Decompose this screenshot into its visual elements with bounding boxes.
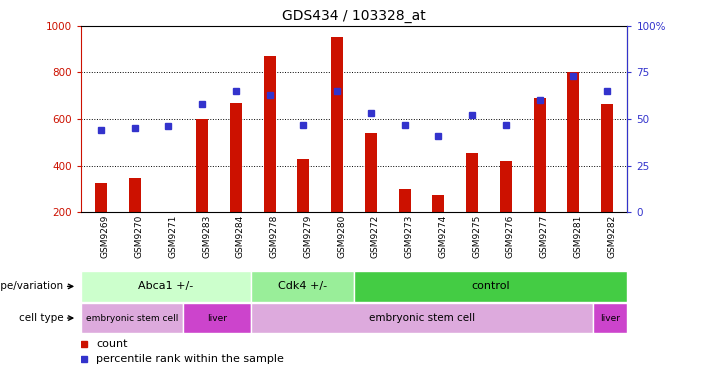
Text: GSM9273: GSM9273	[404, 215, 414, 258]
Bar	[365, 133, 377, 212]
Text: liver: liver	[207, 314, 227, 322]
Text: Cdk4 +/-: Cdk4 +/-	[278, 281, 327, 291]
Text: GSM9269: GSM9269	[101, 215, 110, 258]
Bar	[129, 179, 140, 212]
Bar	[264, 56, 275, 212]
Text: GSM9282: GSM9282	[607, 215, 616, 258]
Title: GDS434 / 103328_at: GDS434 / 103328_at	[282, 9, 426, 23]
Text: GSM9275: GSM9275	[472, 215, 481, 258]
Text: GSM9283: GSM9283	[202, 215, 211, 258]
Bar	[568, 72, 579, 212]
Bar	[593, 303, 627, 333]
Text: GSM9284: GSM9284	[236, 215, 245, 258]
Bar	[252, 271, 354, 302]
Text: cell type: cell type	[19, 313, 63, 323]
Text: GSM9280: GSM9280	[337, 215, 346, 258]
Text: embryonic stem cell: embryonic stem cell	[369, 313, 475, 323]
Bar	[500, 161, 512, 212]
Bar	[332, 37, 343, 212]
Bar	[601, 104, 613, 212]
Bar	[81, 303, 183, 333]
Text: GSM9276: GSM9276	[506, 215, 515, 258]
Bar	[433, 195, 444, 212]
Text: GSM9274: GSM9274	[438, 215, 447, 258]
Bar	[533, 98, 545, 212]
Text: control: control	[471, 281, 510, 291]
Text: embryonic stem cell: embryonic stem cell	[86, 314, 178, 322]
Bar	[95, 183, 107, 212]
Text: GSM9279: GSM9279	[304, 215, 313, 258]
Bar	[466, 153, 478, 212]
Bar	[297, 158, 309, 212]
Text: GSM9277: GSM9277	[540, 215, 549, 258]
Bar	[354, 271, 627, 302]
Text: liver: liver	[600, 314, 620, 322]
Text: genotype/variation: genotype/variation	[0, 281, 63, 291]
Text: GSM9270: GSM9270	[135, 215, 144, 258]
Bar	[399, 189, 411, 212]
Bar	[252, 303, 593, 333]
Bar	[230, 102, 242, 212]
Text: percentile rank within the sample: percentile rank within the sample	[96, 354, 284, 364]
Text: GSM9278: GSM9278	[270, 215, 278, 258]
Bar	[183, 303, 252, 333]
Text: GSM9271: GSM9271	[168, 215, 177, 258]
Bar	[81, 271, 252, 302]
Text: GSM9281: GSM9281	[573, 215, 583, 258]
Text: GSM9272: GSM9272	[371, 215, 380, 258]
Text: count: count	[96, 339, 128, 350]
Text: Abca1 +/-: Abca1 +/-	[138, 281, 193, 291]
Bar	[196, 119, 208, 212]
